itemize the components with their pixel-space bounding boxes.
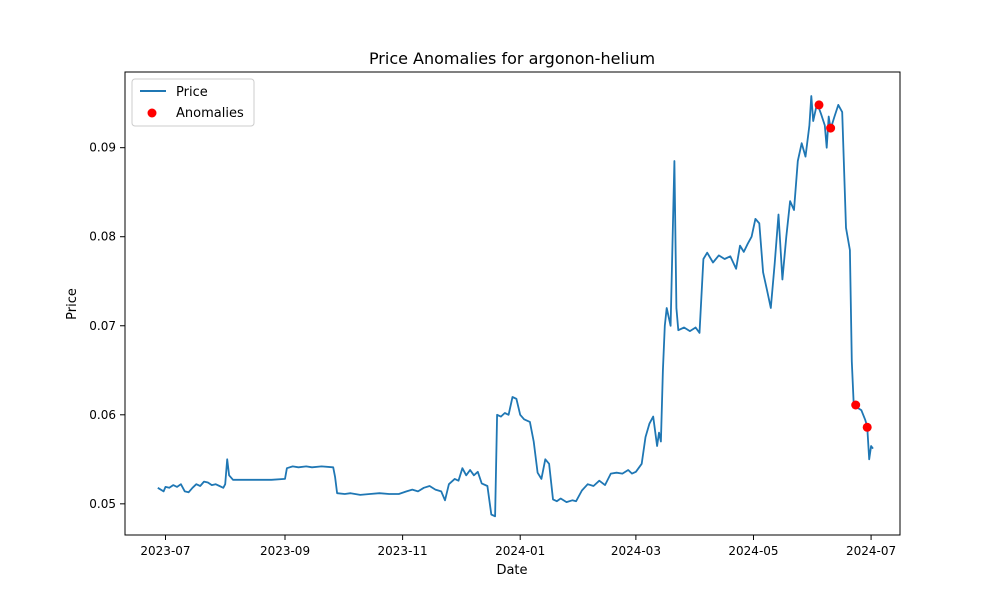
x-tick-label: 2024-07 [846,544,896,558]
x-tick-label: 2023-07 [140,544,190,558]
y-tick-label: 0.06 [89,408,116,422]
legend: Price Anomalies [131,78,255,127]
y-tick-label: 0.05 [89,497,116,511]
x-tick-label: 2024-01 [495,544,545,558]
x-tick-label: 2024-05 [728,544,778,558]
y-tick-label: 0.08 [89,230,116,244]
series-line-price [157,95,874,518]
x-axis-label: Date [496,563,527,578]
anomaly-point [826,123,836,133]
anomaly-point [814,100,824,110]
x-tick-label: 2023-11 [378,544,428,558]
y-tick-label: 0.07 [89,319,116,333]
x-tick-label: 2024-03 [611,544,661,558]
anomaly-point [851,400,861,410]
chart-title: Price Anomalies for argonon-helium [369,49,655,68]
anomaly-point [862,422,872,432]
axes-layer: 2023-07 2023-09 2023-11 2024-01 2024-03 2024-… [89,141,896,558]
x-tick-label: 2023-09 [260,544,310,558]
legend-anomalies-label: Anomalies [176,106,244,121]
legend-price-label: Price [176,85,208,100]
plot-area [125,72,900,535]
data-layer [157,95,874,518]
plot-frame [124,71,901,536]
y-axis-label: Price [65,288,80,320]
legend-anomalies-swatch [147,108,157,118]
y-tick-label: 0.09 [89,141,116,155]
